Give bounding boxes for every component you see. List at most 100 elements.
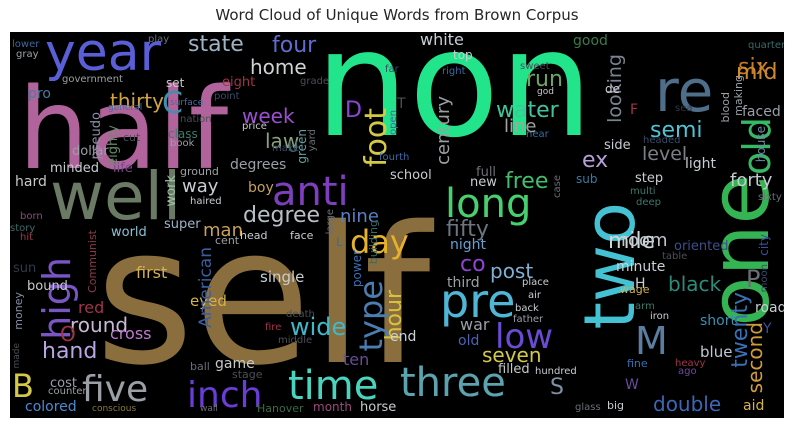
word-l: L xyxy=(336,235,343,249)
word-cent: cent xyxy=(215,234,240,247)
word-first: first xyxy=(136,263,168,282)
word-month: month xyxy=(313,400,352,414)
word-class: class xyxy=(168,127,198,141)
word-black: black xyxy=(668,272,722,296)
word-o: O xyxy=(60,322,76,346)
word-five: five xyxy=(82,369,149,410)
word-life: life xyxy=(113,161,133,176)
word-thirty: thirty xyxy=(110,89,164,113)
word-free: free xyxy=(505,169,549,194)
word-world: world xyxy=(111,225,147,240)
word-ago: ago xyxy=(678,366,697,377)
word-non: non xyxy=(315,32,594,170)
word-colored: colored xyxy=(25,399,77,415)
word-cut: cut xyxy=(123,131,141,144)
word-communist: Communist xyxy=(86,230,99,293)
word-red: red xyxy=(78,298,105,317)
word-sweet: sweet xyxy=(520,61,550,72)
word-run: run xyxy=(526,67,563,92)
word-w: W xyxy=(625,377,639,393)
word-deep: deep xyxy=(636,197,661,208)
word-born: born xyxy=(20,211,43,222)
word-set: set xyxy=(166,76,185,90)
word-six: six xyxy=(738,55,769,80)
word-full: full xyxy=(476,165,497,180)
word-new: new xyxy=(470,175,497,190)
word-ball: ball xyxy=(190,360,210,373)
word-third: third xyxy=(447,275,480,291)
word-semi: semi xyxy=(650,118,703,143)
word-room: room xyxy=(621,230,668,251)
word-h: H xyxy=(635,276,646,292)
word-haired: haired xyxy=(190,196,222,207)
word-light: light xyxy=(685,156,717,172)
word-f: F xyxy=(630,102,639,118)
word-big: big xyxy=(607,399,625,412)
word-glass: glass xyxy=(575,402,601,413)
word-double: double xyxy=(653,392,722,416)
word-minute: minute xyxy=(616,259,666,275)
word-wide: wide xyxy=(290,313,347,341)
word-short: short xyxy=(700,313,736,329)
word-open: open xyxy=(388,110,399,135)
word-ex: ex xyxy=(582,148,609,173)
word-headed: headed xyxy=(643,135,681,146)
word-gray: gray xyxy=(16,49,39,60)
word-three: three xyxy=(400,360,506,406)
word-fifty: fifty xyxy=(446,217,489,242)
word-year: year xyxy=(45,32,162,83)
word-night: night xyxy=(450,237,487,253)
word-faced: faced xyxy=(742,104,781,120)
word-horse: horse xyxy=(360,400,397,415)
word-heavy: heavy xyxy=(675,358,706,369)
word-ten: ten xyxy=(343,350,370,369)
word-fine: fine xyxy=(627,357,648,370)
word-eight: eight xyxy=(222,75,256,90)
word-s: S xyxy=(550,375,564,400)
word-good: good xyxy=(573,33,608,49)
word-make: make xyxy=(272,143,300,154)
word-state: state xyxy=(188,32,244,57)
word-moon: moon xyxy=(759,264,770,293)
word-p: P xyxy=(746,265,761,293)
word-multi: multi xyxy=(630,186,656,197)
word-end: end xyxy=(390,329,417,345)
word-second: second xyxy=(743,322,767,394)
word-time: time xyxy=(288,363,379,409)
word-m: M xyxy=(635,319,668,363)
word-game: game xyxy=(215,356,255,372)
word-middle: middle xyxy=(278,335,313,346)
word-boy: boy xyxy=(248,180,274,196)
word-pseudo: pseudo xyxy=(89,112,104,160)
word-counter: counter xyxy=(48,386,87,397)
word-aid: aid xyxy=(743,398,765,414)
word-degrees: degrees xyxy=(230,157,287,173)
word-lower: lower xyxy=(12,39,40,50)
word-anti: anti xyxy=(272,169,349,215)
word-arm: arm xyxy=(635,301,655,312)
word-stage: stage xyxy=(232,368,263,381)
word-back: back xyxy=(515,303,539,314)
word-side: side xyxy=(604,138,631,153)
word-sixty: sixty xyxy=(758,192,782,203)
word-near: near xyxy=(526,129,549,140)
word-ground: ground xyxy=(180,165,219,178)
word-place: place xyxy=(522,277,549,288)
word-book: book xyxy=(170,138,195,149)
word-old: old xyxy=(458,333,480,349)
word-forty: forty xyxy=(730,170,773,191)
word-low: low xyxy=(495,317,554,357)
word-super: super xyxy=(164,217,201,232)
word-mid: mid xyxy=(736,60,778,85)
word-single: single xyxy=(260,268,305,286)
word-dollar: dollar xyxy=(72,144,109,159)
word-iron: iron xyxy=(650,311,670,322)
word-air: air xyxy=(528,290,542,301)
word-y: Y xyxy=(763,321,772,337)
word-step: step xyxy=(635,171,664,186)
word-road: road xyxy=(755,300,784,316)
word-bound: bound xyxy=(27,279,68,294)
word-work: work xyxy=(164,175,179,207)
word-father: father xyxy=(513,314,544,325)
word-yard: yard xyxy=(307,129,318,152)
